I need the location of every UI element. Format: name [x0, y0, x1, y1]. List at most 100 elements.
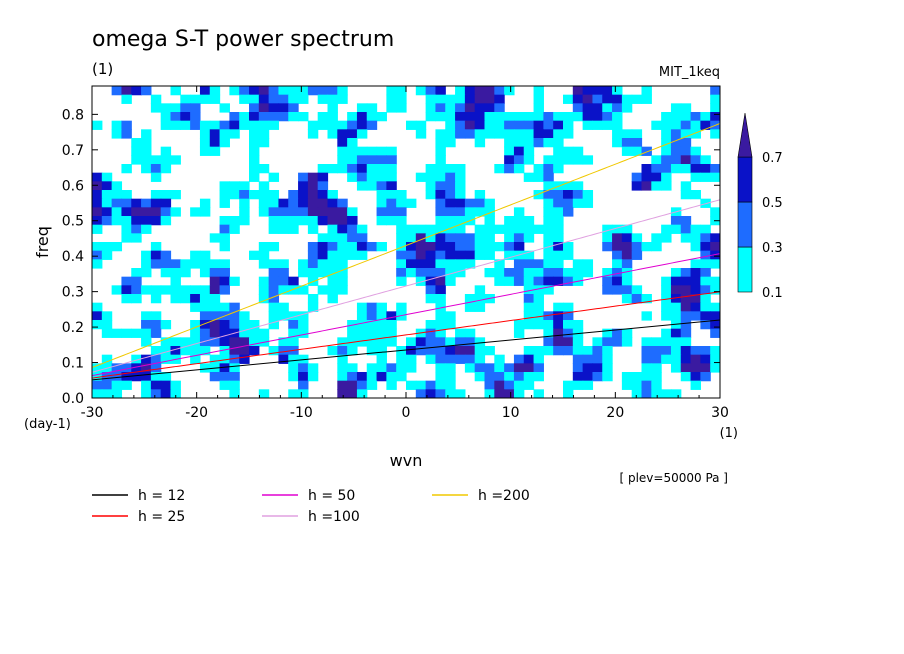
contour-cell: [621, 328, 633, 338]
contour-cell: [317, 120, 329, 130]
contour-cell: [621, 372, 633, 382]
contour-cell: [474, 190, 486, 200]
contour-cell: [455, 86, 466, 96]
contour-cell: [445, 380, 456, 390]
contour-cell: [474, 337, 486, 347]
contour-cell: [474, 302, 486, 312]
contour-cell: [141, 354, 152, 364]
contour-cell: [425, 233, 437, 243]
contour-cell: [661, 172, 672, 182]
contour-cell: [543, 120, 554, 130]
contour-cell: [700, 320, 711, 330]
contour-cell: [474, 207, 486, 217]
model-label: MIT_1keq: [659, 65, 720, 80]
contour-cell: [523, 112, 535, 122]
contour-cell: [337, 146, 348, 156]
contour-cell: [406, 268, 417, 278]
contour-cell: [258, 328, 270, 338]
contour-cell: [209, 372, 221, 382]
contour-cell: [258, 207, 270, 217]
contour-cell: [141, 86, 152, 96]
contour-cell: [513, 233, 525, 243]
contour-cell: [474, 242, 486, 252]
contour-cell: [563, 207, 574, 217]
contour-cell: [484, 268, 495, 278]
contour-cell: [563, 112, 574, 122]
contour-cell: [494, 94, 505, 104]
colorbar-swatch: [737, 201, 753, 248]
contour-cell: [553, 164, 564, 174]
contour-cell: [612, 120, 623, 130]
contour-cell: [356, 120, 368, 130]
contour-cell: [504, 129, 515, 139]
contour-cell: [690, 112, 701, 122]
contour-cell: [317, 233, 329, 243]
contour-cell: [710, 311, 720, 321]
contour-cell: [307, 224, 319, 234]
contour-cell: [160, 372, 172, 382]
contour-cell: [92, 363, 103, 373]
contour-cell: [278, 311, 289, 321]
contour-cell: [258, 103, 270, 113]
contour-cell: [150, 190, 162, 200]
contour-cell: [239, 94, 250, 104]
contour-cell: [484, 372, 495, 382]
contour-cell: [327, 216, 338, 226]
contour-cell: [553, 276, 564, 286]
contour-cell: [317, 164, 329, 174]
contour-cell: [435, 103, 446, 113]
contour-cell: [710, 320, 720, 330]
contour-cell: [563, 311, 574, 321]
contour-cell: [170, 389, 181, 398]
contour-cell: [670, 302, 682, 312]
contour-cell: [268, 294, 280, 304]
contour-cell: [101, 198, 113, 208]
contour-cell: [307, 294, 319, 304]
contour-cell: [504, 164, 515, 174]
contour-cell: [356, 380, 368, 390]
contour-cell: [435, 276, 446, 286]
contour-cell: [572, 86, 584, 96]
contour-cell: [219, 233, 230, 243]
contour-cell: [376, 155, 387, 165]
contour-cell: [229, 112, 240, 122]
units-label: (1): [92, 60, 113, 78]
contour-cell: [337, 259, 348, 269]
contour-cell: [455, 190, 466, 200]
contour-cell: [298, 198, 309, 208]
contour-cell: [141, 198, 152, 208]
x-tick-label: 30: [711, 405, 729, 421]
contour-cell: [229, 120, 240, 130]
contour-cell: [415, 250, 427, 260]
x-axis-unit: (1): [720, 426, 738, 441]
contour-cell: [150, 372, 162, 382]
contour-cell: [700, 285, 711, 295]
contour-cell: [710, 94, 720, 104]
contour-cell: [543, 337, 554, 347]
contour-cell: [141, 155, 152, 165]
contour-cell: [484, 389, 495, 398]
contour-cell: [680, 224, 692, 234]
contour-cell: [445, 120, 456, 130]
contour-cell: [298, 259, 309, 269]
y-tick-label: 0.1: [62, 356, 84, 372]
contour-cell: [641, 181, 652, 191]
contour-cell: [680, 103, 692, 113]
contour-cell: [553, 311, 564, 321]
contour-cell: [199, 320, 211, 330]
contour-cell: [494, 372, 505, 382]
contour-cell: [199, 311, 211, 321]
contour-cell: [121, 216, 132, 226]
contour-cell: [327, 164, 338, 174]
contour-cell: [464, 250, 476, 260]
contour-cell: [680, 164, 692, 174]
contour-cell: [445, 337, 456, 347]
contour-cell: [563, 346, 574, 356]
contour-cell: [661, 146, 672, 156]
contour-cell: [150, 164, 162, 174]
contour-cell: [582, 372, 594, 382]
contour-cell: [160, 389, 172, 398]
contour-cell: [641, 354, 652, 364]
legend-label: h = 50: [308, 488, 355, 504]
contour-cell: [209, 294, 221, 304]
